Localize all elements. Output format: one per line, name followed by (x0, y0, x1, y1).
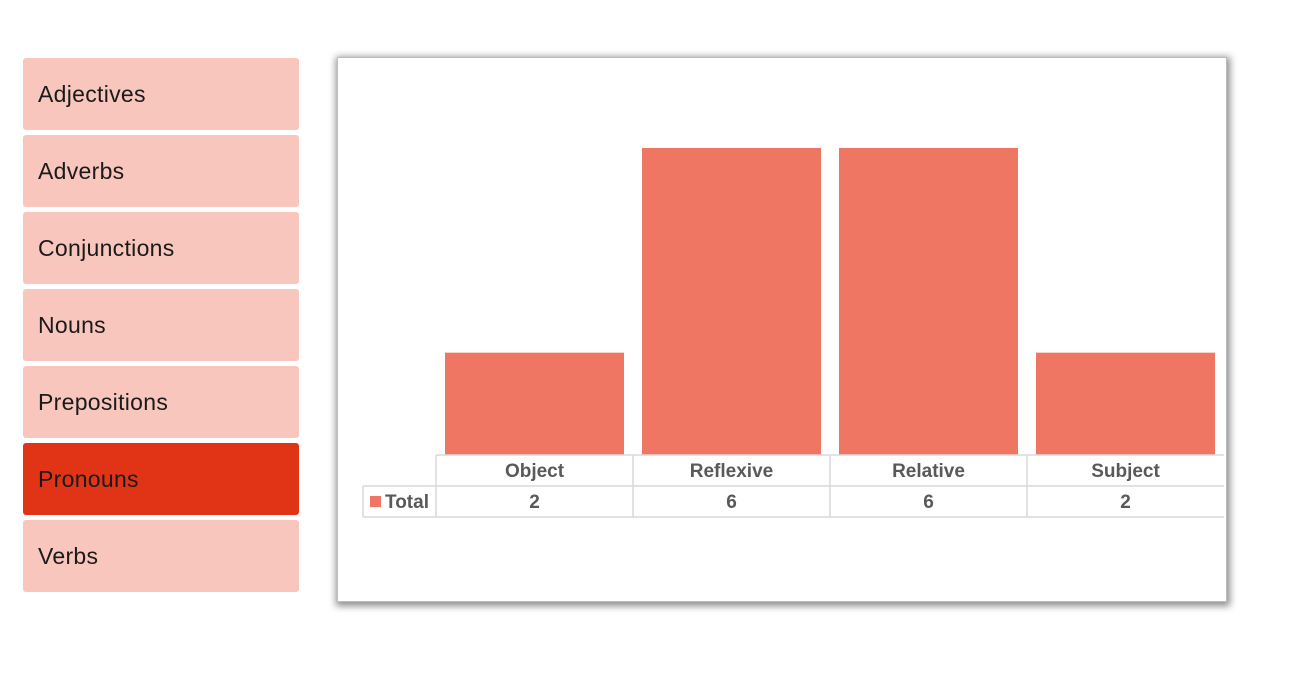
category-label-reflexive: Reflexive (690, 461, 773, 482)
slicer-item-nouns[interactable]: Nouns (23, 289, 299, 361)
bar-subject (1036, 352, 1215, 455)
legend-label-total: Total (385, 492, 429, 513)
value-label-subject: 2 (1120, 492, 1131, 513)
slicer-item-pronouns[interactable]: Pronouns (23, 443, 299, 515)
category-label-subject: Subject (1091, 461, 1160, 482)
value-label-relative: 6 (923, 492, 934, 513)
legend-key-total (370, 496, 381, 507)
slicer-item-adverbs[interactable]: Adverbs (23, 135, 299, 207)
bar-chart: Object Reflexive Relative Subject 2 6 6 2 Total (362, 148, 1224, 518)
value-label-reflexive: 6 (726, 492, 737, 513)
value-label-object: 2 (529, 492, 540, 513)
slicer-item-prepositions[interactable]: Prepositions (23, 366, 299, 438)
category-slicer: Adjectives Adverbs Conjunctions Nouns Pr… (23, 58, 299, 597)
bar-object (445, 352, 624, 455)
category-label-object: Object (505, 461, 565, 482)
slicer-item-conjunctions[interactable]: Conjunctions (23, 212, 299, 284)
chart-frame: Object Reflexive Relative Subject 2 6 6 2 Total (337, 57, 1227, 602)
bar-reflexive (642, 148, 821, 455)
category-label-relative: Relative (892, 461, 965, 482)
bar-relative (839, 148, 1018, 455)
slicer-item-adjectives[interactable]: Adjectives (23, 58, 299, 130)
slicer-item-verbs[interactable]: Verbs (23, 520, 299, 592)
